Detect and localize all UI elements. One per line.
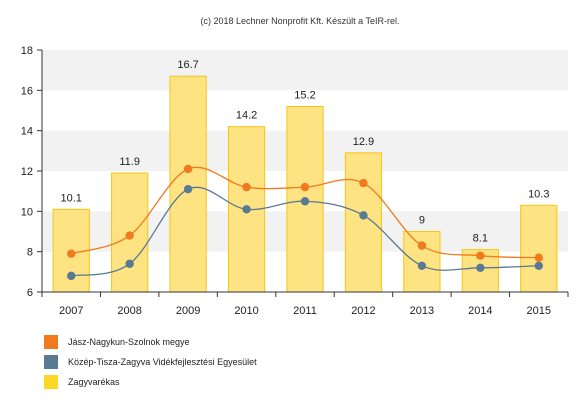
- series-point: [359, 178, 368, 188]
- y-tick-label: 14: [21, 126, 33, 138]
- legend-swatch-association: [44, 355, 58, 369]
- bar-value-label: 10.1: [61, 192, 82, 204]
- series-point: [125, 231, 134, 240]
- x-tick-label: 2011: [293, 305, 317, 317]
- series-point: [183, 184, 193, 194]
- x-tick-label: 2012: [351, 305, 375, 317]
- bar: [344, 152, 383, 293]
- legend-item-association[interactable]: Közép-Tisza-Zagyva Vidékfejlesztési Egye…: [44, 353, 257, 371]
- grid-band: [42, 50, 568, 91]
- series-point: [67, 271, 76, 281]
- x-tick-label: 2007: [59, 305, 83, 317]
- series-point: [534, 261, 543, 270]
- legend-label-association: Közép-Tisza-Zagyva Vidékfejlesztési Egye…: [68, 357, 257, 367]
- x-tick-label: 2009: [176, 305, 200, 317]
- line-series: [67, 164, 543, 281]
- bar-value-label: 12.9: [353, 136, 374, 148]
- bar-value-label: 16.7: [177, 59, 198, 71]
- legend-swatch-county: [44, 335, 58, 349]
- bar-value-label: 11.9: [119, 156, 140, 168]
- series-point: [476, 263, 485, 272]
- bar-value-label: 9: [419, 215, 425, 227]
- axes: 6 8 10 12 14 16 18 2007 2008 2009 2010 2011 2012 2013…: [21, 45, 569, 317]
- x-tick-label: 2014: [468, 305, 492, 317]
- bar-value-label: 15.2: [294, 89, 315, 101]
- series-point: [183, 164, 193, 174]
- legend-item-county[interactable]: Jász-Nagykun-Szolnok megye: [44, 333, 257, 351]
- y-tick-label: 18: [21, 45, 33, 57]
- chart-area: (c) 2018 Lechner Nonprofit Kft. Készült …: [21, 16, 569, 317]
- credit-text: (c) 2018 Lechner Nonprofit Kft. Készült …: [201, 16, 400, 26]
- x-tick-label: 2015: [527, 305, 551, 317]
- x-tick-label: 2010: [234, 305, 258, 317]
- bar: [520, 204, 558, 293]
- y-tick-label: 8: [27, 247, 33, 259]
- y-tick-label: 16: [21, 85, 33, 97]
- x-tick-label: 2013: [410, 305, 434, 317]
- series-point: [417, 261, 427, 270]
- y-tick-label: 12: [21, 166, 33, 178]
- series-point: [534, 253, 543, 262]
- legend-item-town[interactable]: Zagyvarékas: [44, 373, 257, 391]
- legend-label-town: Zagyvarékas: [68, 377, 120, 387]
- legend: Jász-Nagykun-Szolnok megye Közép-Tisza-Z…: [44, 333, 257, 393]
- series-point: [125, 259, 134, 268]
- data-labels: 10.1 11.9 16.7 14.2 15.2 12.9 9 8.1 10.3: [61, 59, 550, 244]
- bar: [169, 75, 207, 293]
- series-point: [242, 182, 251, 192]
- series-point: [242, 205, 251, 214]
- x-tick-label: 2008: [117, 305, 141, 317]
- series-point: [417, 241, 427, 250]
- series-point: [300, 182, 310, 192]
- legend-swatch-town: [44, 375, 58, 389]
- series-point: [359, 211, 368, 220]
- y-tick-label: 10: [21, 206, 33, 218]
- bar-value-label: 8.1: [473, 233, 488, 245]
- bar-value-label: 14.2: [236, 110, 257, 122]
- series-point: [300, 197, 310, 206]
- series-point: [476, 251, 485, 260]
- legend-label-county: Jász-Nagykun-Szolnok megye: [68, 337, 190, 347]
- bar-value-label: 10.3: [528, 188, 549, 200]
- y-tick-label: 6: [27, 287, 33, 299]
- series-point: [67, 249, 76, 258]
